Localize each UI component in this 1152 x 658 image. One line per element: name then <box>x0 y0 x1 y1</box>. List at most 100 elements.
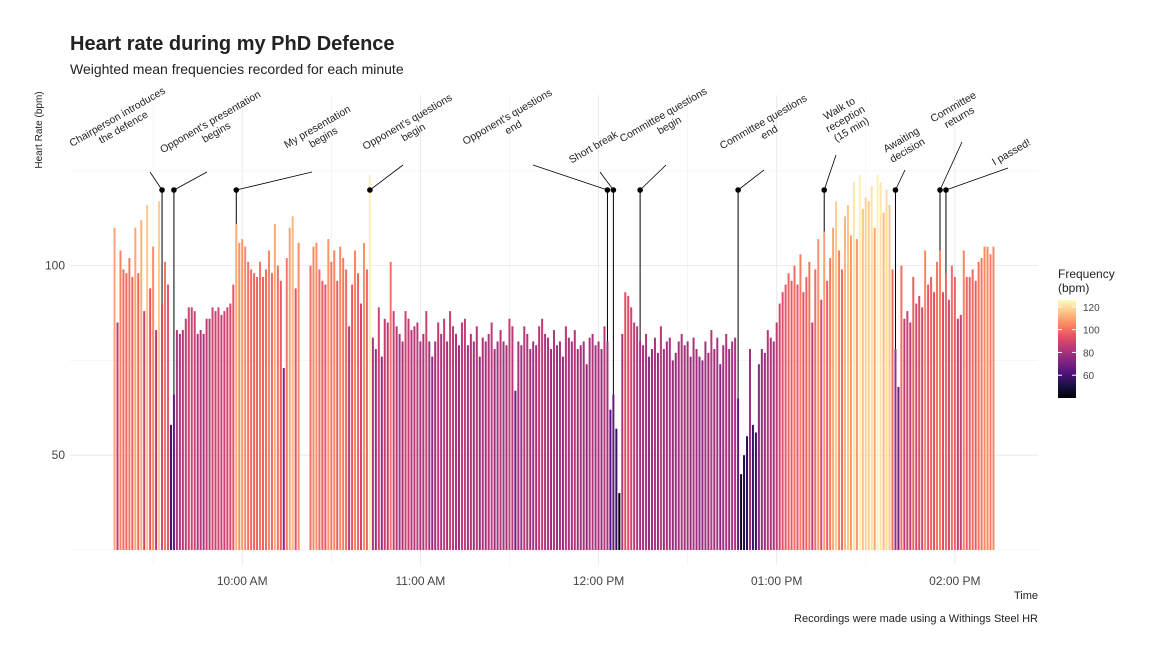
bar <box>309 265 312 550</box>
annotation-point <box>821 187 828 193</box>
bar <box>823 231 826 550</box>
annotation-point <box>604 187 611 193</box>
bar <box>849 235 852 550</box>
bar <box>184 318 187 550</box>
bar <box>164 261 167 550</box>
bar <box>202 333 205 550</box>
bar <box>371 337 374 550</box>
legend: Frequency(bpm) 60 80 100 120 <box>1058 267 1115 398</box>
bar <box>354 250 357 551</box>
bar <box>636 326 639 550</box>
bar <box>523 326 526 550</box>
bar <box>965 277 968 550</box>
bar <box>351 284 354 550</box>
bar <box>235 223 238 550</box>
bar <box>802 292 805 550</box>
annotation-leader <box>823 154 837 191</box>
bar <box>505 345 508 550</box>
bar <box>757 364 760 550</box>
annotation-label: Chairperson introducesthe defence <box>67 85 173 160</box>
annotation-label-line: Opponent's questions <box>461 87 555 148</box>
annotation-leader <box>939 141 963 191</box>
bar <box>713 349 716 550</box>
bar <box>475 326 478 550</box>
bar <box>520 345 523 550</box>
bar <box>704 341 707 550</box>
bar <box>645 333 648 550</box>
bar <box>933 292 936 550</box>
bar <box>238 242 241 550</box>
annotation-label-line: Committee questions <box>618 85 709 145</box>
bar <box>232 284 235 550</box>
bar <box>538 326 541 550</box>
bar <box>416 322 419 550</box>
colorbar <box>1058 300 1076 398</box>
bar <box>158 201 161 550</box>
bar <box>924 250 927 551</box>
bar <box>841 269 844 550</box>
bar <box>947 299 950 550</box>
bar <box>677 341 680 550</box>
annotation-label-line: Committee questions <box>718 92 809 152</box>
bar <box>808 261 811 550</box>
bar <box>386 322 389 550</box>
bar <box>977 261 980 550</box>
bar <box>894 349 897 550</box>
bar <box>876 174 879 550</box>
bar <box>116 322 119 550</box>
bar <box>193 311 196 550</box>
bar <box>558 341 561 550</box>
bar <box>888 204 891 551</box>
bar <box>906 311 909 550</box>
bar <box>511 326 514 550</box>
bar <box>986 246 989 550</box>
bar <box>294 288 297 550</box>
bar <box>187 307 190 550</box>
bar <box>787 273 790 550</box>
annotation-leader <box>236 171 313 191</box>
bar <box>662 349 665 550</box>
bar <box>621 333 624 550</box>
legend-title: (bpm) <box>1058 281 1089 295</box>
bar <box>814 269 817 550</box>
annotation-point <box>943 187 949 193</box>
bar <box>826 280 829 550</box>
annotation-leader <box>639 164 667 191</box>
bar <box>891 269 894 550</box>
bar <box>460 322 463 550</box>
bar <box>909 322 912 550</box>
bar <box>345 269 348 550</box>
bar <box>974 280 977 550</box>
bars <box>113 174 995 551</box>
bar <box>725 333 728 550</box>
bar <box>137 273 140 550</box>
bar <box>128 258 131 550</box>
bar <box>267 250 270 551</box>
bar <box>199 330 202 550</box>
bar <box>820 299 823 550</box>
bar <box>131 277 134 550</box>
bar <box>873 227 876 551</box>
bar <box>716 337 719 550</box>
bar <box>175 330 178 550</box>
bar <box>775 322 778 550</box>
bar <box>698 356 701 550</box>
bar <box>811 322 814 550</box>
bar <box>707 352 710 550</box>
annotation-label: Committee questionsend <box>718 92 815 162</box>
bar <box>208 318 211 550</box>
bar <box>152 246 155 550</box>
bar <box>882 212 885 550</box>
bar <box>728 349 731 550</box>
bar <box>490 322 493 550</box>
bar <box>630 307 633 550</box>
bar <box>900 265 903 550</box>
bar <box>879 182 882 551</box>
bar <box>751 424 754 550</box>
bar <box>401 341 404 550</box>
bar <box>784 284 787 550</box>
bar <box>419 341 422 550</box>
annotation-point <box>637 187 643 193</box>
bar <box>339 246 342 550</box>
bar <box>835 201 838 550</box>
